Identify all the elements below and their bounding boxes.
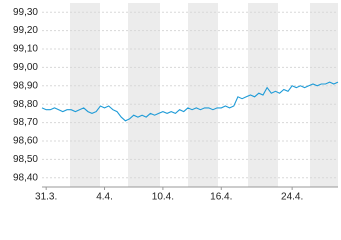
y-tick-label: 99,00 — [13, 62, 38, 73]
y-tick-label: 99,20 — [13, 25, 38, 36]
y-tick-label: 98,40 — [13, 172, 38, 183]
band — [310, 3, 338, 187]
x-tick-label: 31.3. — [35, 192, 57, 203]
x-tick-label: 4.4. — [96, 192, 113, 203]
band — [128, 3, 160, 187]
bands — [70, 3, 338, 187]
y-tick-label: 98,90 — [13, 80, 38, 91]
x-tick-label: 24.4. — [281, 192, 303, 203]
y-tick-label: 98,60 — [13, 136, 38, 147]
band — [70, 3, 100, 187]
chart: 98,40 98,50 98,60 98,70 98,80 98,90 99,00 99,10… — [13, 3, 339, 203]
y-tick-label: 98,80 — [13, 99, 38, 110]
y-tick-label: 99,30 — [13, 7, 38, 18]
band — [188, 3, 218, 187]
y-tick-label: 99,10 — [13, 44, 38, 55]
line — [41, 81, 339, 122]
x-tick-label: 16.4. — [210, 192, 232, 203]
x-tick-label: 10.4. — [152, 192, 174, 203]
y-tick-label: 98,70 — [13, 117, 38, 128]
y-tick-label: 98,50 — [13, 154, 38, 165]
